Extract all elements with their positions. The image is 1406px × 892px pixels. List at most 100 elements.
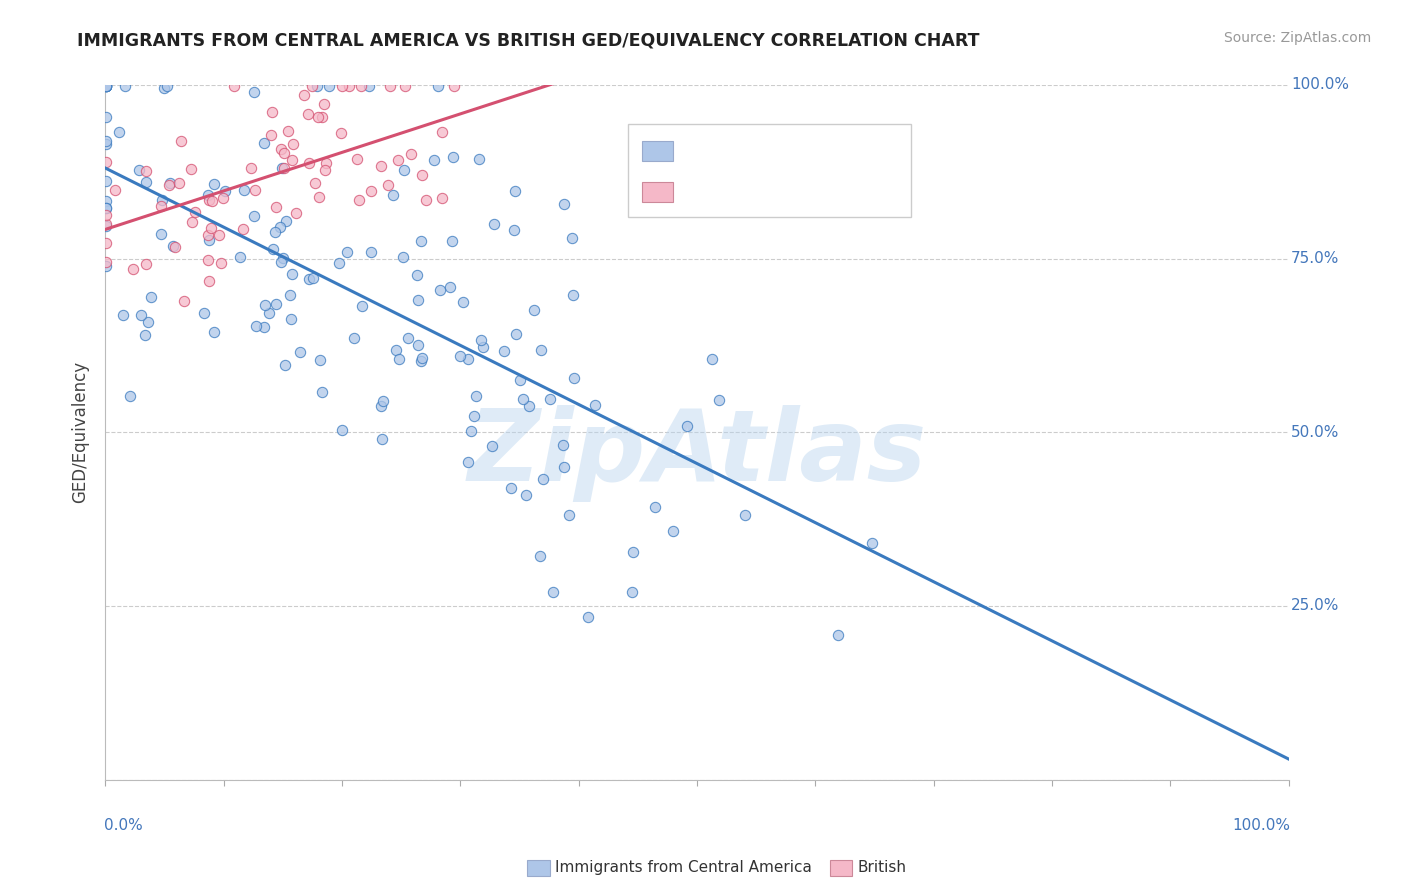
Point [96, 194, 118, 209]
Text: 75.0%: 75.0% [1291, 252, 1340, 266]
Point [290, 345, 312, 359]
Point [281, 267, 304, 281]
Point [409, 235, 432, 249]
Point [312, 97, 335, 112]
Text: N = 70: N = 70 [780, 183, 832, 198]
Point [159, 176, 181, 190]
Point [387, 153, 409, 167]
Point [468, 152, 491, 166]
Point [515, 488, 537, 502]
Point [197, 187, 219, 202]
Point [135, 164, 157, 178]
Point [260, 128, 283, 143]
Point [103, 183, 125, 197]
Point [562, 287, 585, 301]
Point [96, 259, 118, 273]
Point [180, 161, 202, 176]
Point [96, 134, 118, 148]
Point [553, 459, 575, 474]
Point [96, 174, 118, 188]
Point [734, 508, 756, 522]
Text: 50.0%: 50.0% [1291, 425, 1340, 440]
Point [283, 136, 305, 151]
Point [209, 256, 232, 270]
Point [621, 585, 644, 599]
Point [314, 163, 336, 178]
Point [233, 182, 256, 196]
Point [350, 78, 373, 93]
Point [270, 143, 292, 157]
Point [254, 297, 277, 311]
Point [285, 206, 308, 220]
Point [253, 136, 276, 150]
Point [271, 161, 294, 176]
Point [385, 343, 408, 357]
Point [429, 283, 451, 297]
Point [96, 137, 118, 152]
Point [430, 191, 453, 205]
Point [96, 201, 118, 215]
Point [827, 628, 849, 642]
Point [298, 272, 321, 286]
Point [96, 110, 118, 124]
Point [96, 78, 118, 93]
Point [232, 222, 254, 236]
Point [114, 78, 136, 93]
Point [463, 409, 485, 423]
Point [512, 392, 534, 406]
Point [301, 78, 323, 93]
Point [280, 312, 302, 326]
Text: 100.0%: 100.0% [1291, 78, 1348, 93]
Point [357, 78, 380, 93]
Point [197, 252, 219, 267]
Point [208, 228, 231, 243]
Point [330, 78, 353, 93]
Point [328, 256, 350, 270]
Point [394, 78, 416, 93]
Point [470, 333, 492, 347]
Point [399, 146, 422, 161]
Point [370, 399, 392, 413]
Point [343, 331, 366, 345]
Point [274, 359, 297, 373]
Point [396, 331, 419, 345]
Point [128, 163, 150, 178]
Point [509, 373, 531, 387]
Point [96, 208, 118, 222]
Point [280, 153, 302, 167]
Point [214, 184, 236, 198]
Point [136, 315, 159, 329]
Point [378, 78, 401, 93]
Point [134, 327, 156, 342]
Text: Immigrants from Central America: Immigrants from Central America [555, 861, 813, 875]
Point [553, 438, 575, 452]
Point [129, 308, 152, 322]
Point [311, 384, 333, 399]
Point [576, 609, 599, 624]
Point [460, 424, 482, 438]
Point [152, 80, 174, 95]
Point [245, 318, 267, 333]
Point [315, 156, 337, 170]
Point [273, 161, 295, 176]
Point [222, 78, 245, 93]
Point [530, 343, 553, 357]
Text: Source: ZipAtlas.com: Source: ZipAtlas.com [1223, 31, 1371, 45]
Point [135, 257, 157, 271]
Point [346, 152, 368, 166]
Point [457, 351, 479, 366]
Point [149, 227, 172, 241]
Text: ZipAtlas: ZipAtlas [467, 405, 927, 501]
Point [163, 240, 186, 254]
Point [278, 288, 301, 302]
Point [292, 88, 315, 103]
Point [411, 351, 433, 365]
Point [162, 239, 184, 253]
Point [259, 306, 281, 320]
Point [408, 293, 430, 308]
Point [156, 78, 179, 93]
Text: R =: R = [681, 183, 709, 198]
Point [481, 439, 503, 453]
Point [243, 210, 266, 224]
Point [502, 223, 524, 237]
